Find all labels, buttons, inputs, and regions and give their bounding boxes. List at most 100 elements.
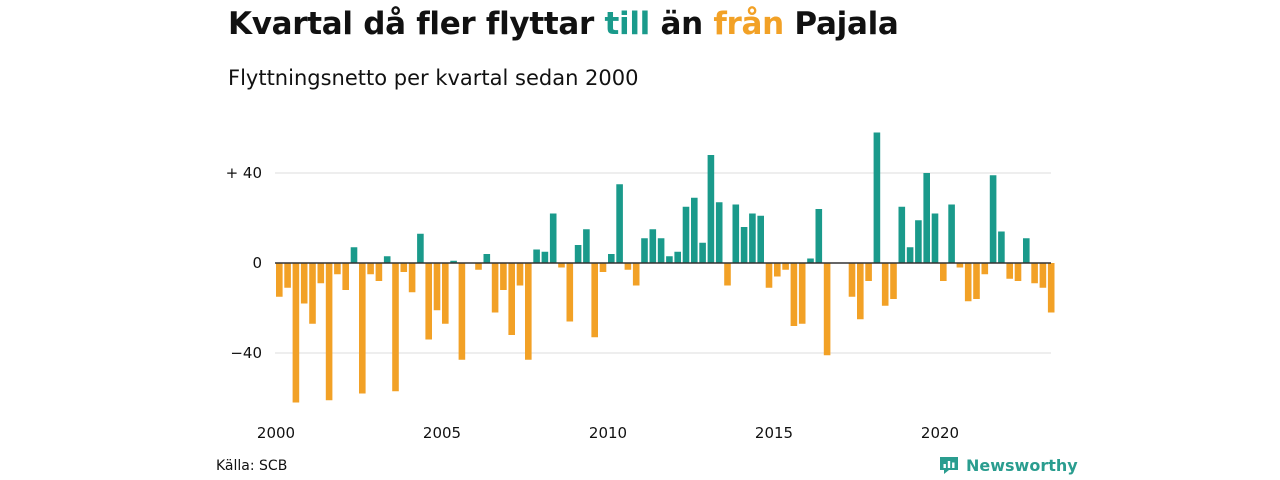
title-part-2: än [649, 6, 714, 42]
title-part-4: Pajala [783, 6, 899, 42]
source-note: Källa: SCB [216, 458, 288, 474]
x-tick-label: 2020 [921, 424, 959, 442]
bar [475, 263, 482, 270]
bar [408, 263, 416, 293]
bar [732, 204, 740, 263]
x-axis-ticks: 2000 2005 2010 2015 2020 [257, 424, 959, 442]
bar [898, 206, 906, 263]
bar [923, 173, 930, 263]
bar [1006, 263, 1013, 279]
chart-title: Kvartal då fler flyttar till än från Paj… [228, 6, 899, 42]
bar [1047, 263, 1055, 313]
bar [981, 263, 989, 275]
bars [276, 132, 1055, 403]
bar [350, 247, 358, 263]
bar [284, 263, 291, 288]
bar [823, 263, 831, 356]
bar [309, 263, 316, 324]
bar [325, 263, 333, 401]
bar [815, 209, 823, 263]
bar [906, 247, 914, 263]
bar [383, 256, 391, 263]
bar [740, 227, 748, 263]
bar [525, 263, 532, 360]
bar [774, 263, 781, 277]
bar [940, 263, 947, 281]
bar [583, 229, 590, 263]
bar [574, 245, 582, 263]
grid-lines [275, 172, 1051, 354]
bar [707, 155, 715, 263]
title-part-1: till [604, 6, 650, 42]
bar [624, 263, 632, 270]
bar [749, 213, 756, 263]
bar [417, 233, 424, 263]
bar [516, 263, 524, 286]
y-tick-label: + 40 [226, 164, 262, 182]
bar [757, 215, 764, 263]
bar [931, 213, 939, 263]
bar [915, 220, 922, 263]
bar [881, 263, 889, 306]
bar [715, 202, 723, 263]
chart-subtitle: Flyttningsnetto per kvartal sedan 2000 [228, 66, 639, 90]
bar [500, 263, 507, 290]
bar [873, 132, 881, 263]
bar [657, 238, 665, 263]
bar [375, 263, 383, 281]
bar [691, 197, 698, 263]
bar [508, 263, 515, 335]
bar [765, 263, 773, 288]
title-part-3: från [713, 6, 784, 42]
bar [425, 263, 432, 340]
bar [549, 213, 557, 263]
bar [964, 263, 972, 302]
bar [948, 204, 955, 263]
bar [558, 263, 565, 268]
bar [857, 263, 864, 320]
bar [317, 263, 325, 284]
bar [566, 263, 574, 322]
y-tick-label: −40 [230, 344, 262, 362]
bar [400, 263, 408, 272]
bar [541, 251, 549, 263]
bar [865, 263, 872, 281]
bar [458, 263, 466, 360]
bar [1031, 263, 1038, 284]
bar [998, 231, 1005, 263]
x-tick-label: 2010 [589, 424, 627, 442]
bar [973, 263, 980, 299]
bar [367, 263, 374, 275]
newsworthy-logo-icon [940, 457, 958, 474]
bar [956, 263, 964, 268]
bar [798, 263, 806, 324]
bar [724, 263, 731, 286]
bar [599, 263, 607, 272]
bar [682, 206, 690, 263]
bar [616, 184, 623, 263]
bar [674, 251, 681, 263]
brand-name: Newsworthy [966, 455, 1078, 475]
bar [699, 242, 706, 263]
x-tick-label: 2005 [423, 424, 461, 442]
bar [359, 263, 366, 394]
bar [782, 263, 789, 270]
bar [1014, 263, 1022, 281]
x-tick-label: 2000 [257, 424, 295, 442]
bar [300, 263, 308, 304]
y-tick-label: 0 [252, 254, 262, 272]
bar [392, 263, 399, 392]
bar [533, 249, 540, 263]
title-part-0: Kvartal då fler flyttar [228, 6, 605, 42]
bar [608, 254, 615, 263]
bar [790, 263, 798, 326]
bar [890, 263, 897, 299]
bar [1023, 238, 1030, 263]
bar [807, 258, 814, 263]
y-axis-ticks: + 40 0 −40 [226, 164, 262, 362]
bar [483, 254, 491, 263]
bar [450, 260, 457, 263]
bar [632, 263, 640, 286]
bar [666, 256, 673, 263]
